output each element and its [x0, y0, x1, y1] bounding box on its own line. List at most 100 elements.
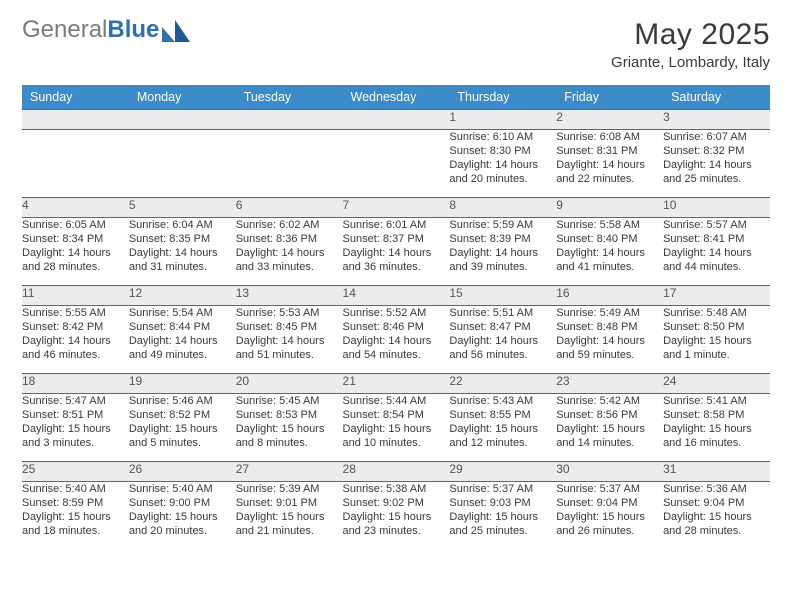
daylight-line: Daylight: 15 hours and 23 minutes. — [343, 510, 450, 538]
day-details: Sunrise: 6:04 AMSunset: 8:35 PMDaylight:… — [129, 218, 236, 286]
day-number: 28 — [343, 462, 450, 482]
details-row: Sunrise: 6:10 AMSunset: 8:30 PMDaylight:… — [22, 130, 770, 198]
sunrise-line: Sunrise: 5:39 AM — [236, 482, 343, 496]
empty-cell — [129, 130, 236, 198]
day-number: 16 — [556, 286, 663, 306]
daynum-row: 11121314151617 — [22, 286, 770, 306]
weekday-heading: Sunday — [22, 85, 129, 110]
day-details: Sunrise: 5:36 AMSunset: 9:04 PMDaylight:… — [663, 482, 770, 550]
sunset-line: Sunset: 9:01 PM — [236, 496, 343, 510]
day-details: Sunrise: 5:40 AMSunset: 9:00 PMDaylight:… — [129, 482, 236, 550]
sunset-line: Sunset: 8:45 PM — [236, 320, 343, 334]
logo-text: GeneralBlue — [22, 18, 159, 42]
sunrise-line: Sunrise: 6:01 AM — [343, 218, 450, 232]
day-details: Sunrise: 5:47 AMSunset: 8:51 PMDaylight:… — [22, 394, 129, 462]
daylight-line: Daylight: 15 hours and 16 minutes. — [663, 422, 770, 450]
daylight-line: Daylight: 14 hours and 20 minutes. — [449, 158, 556, 186]
sunrise-line: Sunrise: 5:40 AM — [22, 482, 129, 496]
details-row: Sunrise: 5:47 AMSunset: 8:51 PMDaylight:… — [22, 394, 770, 462]
day-number: 4 — [22, 198, 129, 218]
sunrise-line: Sunrise: 5:54 AM — [129, 306, 236, 320]
daylight-line: Daylight: 15 hours and 14 minutes. — [556, 422, 663, 450]
daylight-line: Daylight: 15 hours and 26 minutes. — [556, 510, 663, 538]
sunrise-line: Sunrise: 5:45 AM — [236, 394, 343, 408]
day-number: 25 — [22, 462, 129, 482]
day-details: Sunrise: 5:39 AMSunset: 9:01 PMDaylight:… — [236, 482, 343, 550]
daylight-line: Daylight: 14 hours and 39 minutes. — [449, 246, 556, 274]
day-number: 14 — [343, 286, 450, 306]
day-number: 21 — [343, 374, 450, 394]
sunrise-line: Sunrise: 6:05 AM — [22, 218, 129, 232]
day-number: 20 — [236, 374, 343, 394]
sunset-line: Sunset: 8:48 PM — [556, 320, 663, 334]
sunrise-line: Sunrise: 5:44 AM — [343, 394, 450, 408]
sunrise-line: Sunrise: 5:37 AM — [556, 482, 663, 496]
daylight-line: Daylight: 15 hours and 28 minutes. — [663, 510, 770, 538]
day-details: Sunrise: 6:10 AMSunset: 8:30 PMDaylight:… — [449, 130, 556, 198]
daylight-line: Daylight: 14 hours and 25 minutes. — [663, 158, 770, 186]
daylight-line: Daylight: 14 hours and 41 minutes. — [556, 246, 663, 274]
details-row: Sunrise: 6:05 AMSunset: 8:34 PMDaylight:… — [22, 218, 770, 286]
sunset-line: Sunset: 8:37 PM — [343, 232, 450, 246]
daylight-line: Daylight: 15 hours and 5 minutes. — [129, 422, 236, 450]
day-details: Sunrise: 5:59 AMSunset: 8:39 PMDaylight:… — [449, 218, 556, 286]
daylight-line: Daylight: 14 hours and 36 minutes. — [343, 246, 450, 274]
day-details: Sunrise: 5:57 AMSunset: 8:41 PMDaylight:… — [663, 218, 770, 286]
sunset-line: Sunset: 8:53 PM — [236, 408, 343, 422]
day-details: Sunrise: 5:58 AMSunset: 8:40 PMDaylight:… — [556, 218, 663, 286]
sunrise-line: Sunrise: 5:58 AM — [556, 218, 663, 232]
day-details: Sunrise: 5:46 AMSunset: 8:52 PMDaylight:… — [129, 394, 236, 462]
sunrise-line: Sunrise: 6:08 AM — [556, 130, 663, 144]
daynum-row: 18192021222324 — [22, 374, 770, 394]
title-block: May 2025 Griante, Lombardy, Italy — [611, 18, 770, 71]
daylight-line: Daylight: 15 hours and 10 minutes. — [343, 422, 450, 450]
day-number: 10 — [663, 198, 770, 218]
day-details: Sunrise: 6:01 AMSunset: 8:37 PMDaylight:… — [343, 218, 450, 286]
day-details: Sunrise: 5:37 AMSunset: 9:04 PMDaylight:… — [556, 482, 663, 550]
daynum-row: 45678910 — [22, 198, 770, 218]
sunset-line: Sunset: 8:30 PM — [449, 144, 556, 158]
sunset-line: Sunset: 9:02 PM — [343, 496, 450, 510]
details-row: Sunrise: 5:55 AMSunset: 8:42 PMDaylight:… — [22, 306, 770, 374]
sunrise-line: Sunrise: 5:53 AM — [236, 306, 343, 320]
day-number: 13 — [236, 286, 343, 306]
sunset-line: Sunset: 8:36 PM — [236, 232, 343, 246]
weekday-heading: Tuesday — [236, 85, 343, 110]
daylight-line: Daylight: 15 hours and 12 minutes. — [449, 422, 556, 450]
daynum-row: 123 — [22, 110, 770, 130]
empty-cell — [343, 110, 450, 130]
day-details: Sunrise: 5:53 AMSunset: 8:45 PMDaylight:… — [236, 306, 343, 374]
sunset-line: Sunset: 8:32 PM — [663, 144, 770, 158]
weekday-heading: Friday — [556, 85, 663, 110]
month-title: May 2025 — [611, 18, 770, 52]
sunrise-line: Sunrise: 5:36 AM — [663, 482, 770, 496]
sunset-line: Sunset: 8:47 PM — [449, 320, 556, 334]
day-details: Sunrise: 5:49 AMSunset: 8:48 PMDaylight:… — [556, 306, 663, 374]
details-row: Sunrise: 5:40 AMSunset: 8:59 PMDaylight:… — [22, 482, 770, 550]
day-number: 18 — [22, 374, 129, 394]
day-details: Sunrise: 5:54 AMSunset: 8:44 PMDaylight:… — [129, 306, 236, 374]
daylight-line: Daylight: 14 hours and 56 minutes. — [449, 334, 556, 362]
daylight-line: Daylight: 14 hours and 31 minutes. — [129, 246, 236, 274]
sunset-line: Sunset: 9:03 PM — [449, 496, 556, 510]
day-number: 8 — [449, 198, 556, 218]
daylight-line: Daylight: 15 hours and 20 minutes. — [129, 510, 236, 538]
day-details: Sunrise: 5:55 AMSunset: 8:42 PMDaylight:… — [22, 306, 129, 374]
brand-logo: GeneralBlue — [22, 18, 190, 42]
day-number: 9 — [556, 198, 663, 218]
calendar-table: Sunday Monday Tuesday Wednesday Thursday… — [22, 85, 770, 550]
day-details: Sunrise: 5:38 AMSunset: 9:02 PMDaylight:… — [343, 482, 450, 550]
sunrise-line: Sunrise: 5:48 AM — [663, 306, 770, 320]
sunrise-line: Sunrise: 5:43 AM — [449, 394, 556, 408]
day-number: 7 — [343, 198, 450, 218]
weekday-heading: Monday — [129, 85, 236, 110]
day-number: 29 — [449, 462, 556, 482]
sunrise-line: Sunrise: 5:46 AM — [129, 394, 236, 408]
day-number: 5 — [129, 198, 236, 218]
sunset-line: Sunset: 8:50 PM — [663, 320, 770, 334]
sunset-line: Sunset: 8:58 PM — [663, 408, 770, 422]
daylight-line: Daylight: 14 hours and 33 minutes. — [236, 246, 343, 274]
daylight-line: Daylight: 15 hours and 8 minutes. — [236, 422, 343, 450]
daylight-line: Daylight: 15 hours and 21 minutes. — [236, 510, 343, 538]
empty-cell — [236, 130, 343, 198]
